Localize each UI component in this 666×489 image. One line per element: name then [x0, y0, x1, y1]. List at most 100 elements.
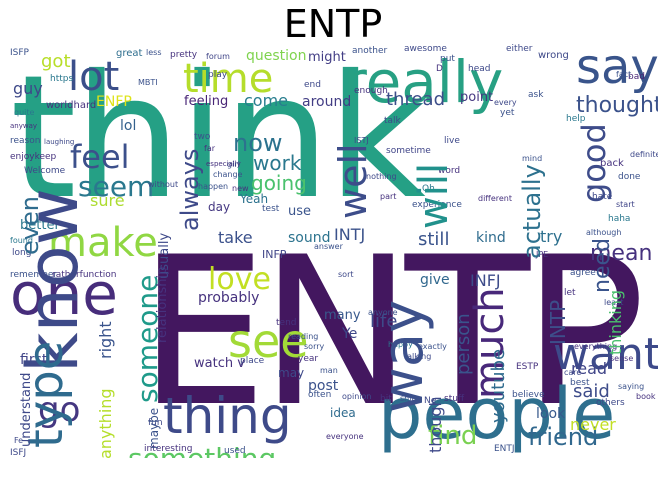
word-without: without: [148, 180, 179, 189]
word-laughing: laughing: [44, 138, 75, 146]
word-understand: understand: [19, 372, 34, 447]
word-read: read: [571, 359, 608, 378]
word-first: first: [20, 352, 48, 368]
word-help: help: [566, 114, 586, 124]
word-got: got: [41, 51, 71, 72]
word-experience: experience: [412, 200, 462, 210]
word-answer: answer: [314, 242, 343, 251]
word-fe: Fe: [14, 436, 24, 445]
word-ye: Ye: [342, 326, 358, 342]
word-feel: feel: [70, 138, 130, 176]
word-isfj: ISFJ: [10, 448, 27, 458]
word-live: live: [444, 136, 460, 146]
word-always: always: [176, 148, 204, 231]
word-going: going: [251, 171, 307, 195]
word-come: come: [244, 91, 289, 110]
word-enjoykeep: enjoykeep: [10, 152, 57, 162]
word-person: person: [453, 313, 474, 375]
word-thought: thought: [576, 93, 658, 118]
word-talk: talk: [384, 116, 401, 126]
word-girl: girl: [227, 160, 240, 169]
word-either: either: [506, 44, 533, 54]
word-welcome: Welcome: [24, 166, 66, 176]
word-anyway: anyway: [10, 122, 38, 130]
word-thinking: thinking: [606, 289, 625, 355]
word-now: now: [233, 129, 283, 157]
word-lot: lot: [68, 54, 120, 100]
word-d: D: [436, 64, 443, 74]
word-people: people: [378, 373, 616, 455]
word-actually: actually: [518, 164, 546, 259]
word-start: start: [616, 200, 635, 209]
word-right: right: [96, 321, 115, 359]
word-bad: bad: [628, 72, 645, 82]
word-bit: bit: [380, 394, 392, 404]
word-thread: thread: [386, 89, 446, 110]
word-may: may: [278, 366, 305, 380]
word-find: find: [428, 421, 478, 451]
word-entj: ENTJ: [494, 444, 515, 454]
word-another: another: [352, 46, 388, 56]
word-use: use: [288, 204, 312, 219]
word-well: well: [331, 143, 375, 219]
word-fact: fact: [616, 70, 632, 79]
word-make: make: [48, 220, 158, 266]
word-yeah: Yeah: [240, 192, 269, 206]
word-anyone: anyone: [368, 308, 398, 317]
word-interesting: interesting: [144, 444, 193, 454]
chart-title: ENTP: [283, 2, 383, 46]
word-life: life: [370, 311, 398, 332]
word-better: better: [20, 218, 60, 233]
word-done: done: [618, 172, 641, 182]
word-though: though: [426, 396, 445, 453]
word-word: word: [438, 166, 461, 176]
word-sometime: sometime: [386, 146, 431, 156]
word-love: love: [208, 262, 271, 297]
word-others: others: [596, 398, 625, 408]
word-remember: remember: [10, 270, 58, 280]
word-youtube: youtube: [488, 348, 509, 423]
word-great: great: [116, 48, 143, 59]
word-put: put: [440, 54, 455, 64]
word-many: many: [324, 308, 361, 323]
word-tend: tend: [276, 318, 297, 328]
word-fun: fun: [148, 418, 163, 428]
word-back: back: [600, 158, 624, 169]
word-enfp: ENFP: [96, 94, 132, 110]
word-look: look: [536, 406, 566, 422]
word-infj: INFJ: [470, 271, 501, 290]
word-say: say: [576, 43, 658, 95]
word-everyone: everyone: [326, 432, 364, 441]
word-least: least: [604, 298, 624, 307]
word-never: never: [570, 415, 616, 434]
word-ratherfunction: ratherfunction: [52, 270, 117, 280]
word-reading: reading: [288, 332, 319, 341]
word-post: post: [308, 378, 339, 394]
word-jpe: JPE: [536, 250, 549, 259]
word-exactly: exactly: [418, 342, 447, 351]
word-hate: hate: [592, 192, 613, 202]
word-agree: agree: [570, 268, 596, 278]
word-let: let: [564, 288, 576, 298]
word-new: new: [232, 184, 249, 193]
word-want: want: [553, 329, 658, 380]
word-different: different: [478, 194, 512, 203]
word-see: see: [228, 314, 309, 368]
word-go: go: [38, 390, 81, 430]
word-still: still: [418, 229, 450, 250]
word-found: found: [10, 236, 33, 245]
word-often: often: [308, 390, 332, 400]
word-saying: saying: [618, 382, 645, 391]
word-thing: thing: [163, 387, 292, 445]
word-friend: friend: [528, 423, 599, 451]
word-part: part: [380, 192, 397, 201]
word-sense: sense: [610, 354, 634, 363]
word-sorry: sorry: [304, 342, 325, 351]
word-ask: ask: [528, 90, 544, 100]
word-istj: ISTJ: [354, 136, 369, 145]
word-forum: forum: [206, 52, 230, 61]
word-talking: talking: [404, 352, 432, 361]
word-entp: ENTP: [138, 214, 646, 452]
word-used: used: [224, 446, 246, 456]
word-believe: believe: [512, 390, 545, 400]
